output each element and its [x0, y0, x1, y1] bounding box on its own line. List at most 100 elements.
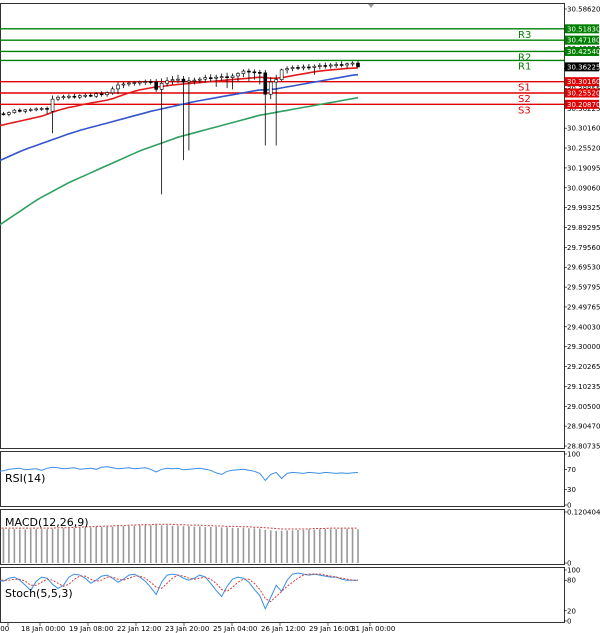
level-tag-box — [565, 88, 599, 98]
candle-body — [307, 66, 311, 69]
candle-body — [78, 95, 82, 98]
candle-body — [247, 70, 251, 73]
candle-body — [192, 79, 197, 82]
y-tick-label: 29.40030 — [567, 323, 600, 331]
level-tag-label: 30.47180 — [567, 37, 600, 45]
candle-body — [116, 84, 120, 90]
candle-body — [138, 81, 142, 84]
candle-body — [290, 67, 295, 69]
y-tick-label: 29.10235 — [567, 383, 600, 391]
candle-body — [121, 83, 126, 86]
candle-body — [23, 109, 28, 112]
candle-body — [268, 81, 273, 95]
y-tick-label: 28.80735 — [567, 443, 600, 451]
x-tick-label: 22 Jan 12:00 — [117, 625, 161, 633]
y-tick-label: 29.99325 — [567, 204, 600, 212]
y-tick-label: 0 — [567, 618, 571, 626]
macd-panel-frame — [0, 509, 565, 565]
candle-body — [165, 80, 169, 84]
y-tick-label: 80 — [567, 577, 576, 585]
level-name-s1: S1 — [518, 83, 531, 94]
level-name-r3: R3 — [518, 30, 531, 41]
y-tick-label: 29.79560 — [567, 244, 600, 252]
level-tag-label: 30.42540 — [567, 48, 600, 56]
candle-body — [203, 77, 208, 80]
ma-fast-line — [0, 67, 359, 127]
current-price-label: 30.36225 — [567, 63, 600, 71]
candle-body — [236, 73, 240, 77]
y-tick-label: 30.25520 — [567, 145, 600, 153]
x-tick-label: 18 Jan 00:00 — [21, 625, 65, 633]
x-tick-label: 26 Jan 12:00 — [261, 625, 305, 633]
candle-body — [148, 81, 153, 83]
candle-body — [350, 62, 355, 65]
candle-body — [334, 64, 338, 66]
candle-body — [312, 65, 317, 68]
y-tick-label: 100 — [567, 451, 580, 459]
stoch-signal-line — [0, 573, 358, 603]
y-tick-label: 30 — [567, 486, 576, 494]
y-tick-label: 0.120404 — [567, 509, 600, 517]
macd-signal-line — [0, 523, 358, 530]
candle-body — [328, 64, 333, 67]
y-tick-label: 29.49765 — [567, 303, 600, 311]
level-name-r1: R1 — [518, 61, 531, 72]
stoch-panel-frame — [0, 567, 565, 623]
ma-slow-line — [0, 96, 359, 226]
main-panel-frame — [0, 3, 565, 449]
candle-body — [159, 82, 164, 90]
candle-body — [285, 68, 289, 71]
candle-body — [274, 79, 278, 83]
y-tick-label: 20 — [567, 607, 576, 615]
rsi-line — [0, 466, 359, 482]
candle-body — [323, 65, 328, 67]
level-tag-box — [565, 35, 599, 45]
y-tick-label: 0 — [567, 502, 571, 510]
candle-body — [143, 81, 148, 83]
ma-mid-line — [0, 73, 359, 162]
candle-body — [28, 109, 33, 111]
candle-body — [170, 79, 175, 82]
candle-body — [61, 96, 66, 99]
y-tick-label: 29.59795 — [567, 284, 600, 292]
y-tick-label: 29.00500 — [567, 403, 600, 411]
candle-body — [258, 72, 262, 74]
candle-body — [67, 95, 71, 98]
candle-body — [99, 93, 104, 96]
candle-body — [56, 96, 60, 100]
candle-body — [154, 81, 158, 90]
scroll-marker-icon[interactable] — [368, 4, 374, 8]
y-tick-label: 0 — [567, 560, 571, 568]
candle-body — [45, 108, 49, 110]
macd-label: MACD(12,26,9) — [5, 516, 89, 529]
x-tick-label: 23 Jan 20:00 — [165, 625, 209, 633]
level-name-s3: S3 — [518, 105, 531, 116]
x-tick-label: 16:00 — [0, 625, 9, 633]
stoch-label: Stoch(5,5,3) — [5, 587, 73, 600]
x-tick-label: 25 Jan 04:00 — [213, 625, 257, 633]
level-tag-label: 30.30160 — [567, 78, 600, 86]
candle-body — [208, 77, 213, 79]
y-tick-label: 30.09060 — [567, 184, 600, 192]
candle-body — [241, 70, 246, 74]
y-tick-label: 70 — [567, 466, 576, 474]
level-tag-label: 30.20870 — [567, 101, 600, 109]
candle-body — [94, 93, 98, 97]
y-tick-label: 29.30000 — [567, 343, 600, 351]
candle-body — [83, 94, 88, 97]
level-tag-label: 30.25520 — [567, 89, 600, 97]
level-name-r2: R2 — [518, 52, 531, 63]
candle-body — [219, 76, 224, 78]
x-tick-label: 19 Jan 08:00 — [69, 625, 113, 633]
candle-body — [187, 80, 191, 83]
x-tick-label: 31 Jan 00:00 — [351, 625, 395, 633]
candle-body — [252, 71, 257, 74]
candle-body — [214, 76, 218, 79]
candle-body — [230, 75, 235, 78]
candle-body — [176, 78, 180, 81]
y-tick-label: 30.58620 — [567, 6, 600, 14]
current-price-tag — [565, 62, 599, 72]
x-tick-label: 29 Jan 16:00 — [309, 625, 353, 633]
candle-body — [181, 78, 186, 83]
